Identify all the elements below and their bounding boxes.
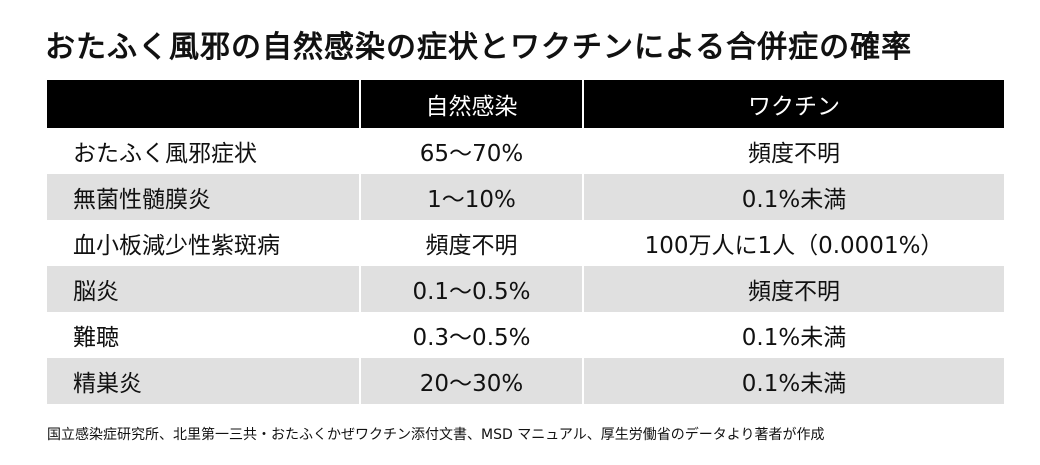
- cell-vaccine: 0.1%未満: [582, 312, 1004, 358]
- cell-natural-infection: 65〜70%: [359, 128, 583, 174]
- cell-vaccine: 0.1%未満: [582, 174, 1004, 220]
- table-row: 無菌性髄膜炎 1〜10% 0.1%未満: [47, 174, 1004, 220]
- header-cell-blank: [47, 80, 360, 128]
- table-row: 精巣炎 20〜30% 0.1%未満: [47, 358, 1004, 404]
- cell-natural-infection: 20〜30%: [359, 358, 583, 404]
- comparison-table: 自然感染 ワクチン おたふく風邪症状 65〜70% 頻度不明 無菌性髄膜炎 1〜…: [47, 80, 1004, 404]
- row-label: 脳炎: [47, 266, 360, 312]
- row-label: 無菌性髄膜炎: [47, 174, 360, 220]
- cell-vaccine: 100万人に1人（0.0001%）: [582, 220, 1004, 266]
- source-note: 国立感染症研究所、北里第一三共・おたふくかぜワクチン添付文書、MSD マニュアル…: [47, 427, 825, 443]
- row-label: 精巣炎: [47, 358, 360, 404]
- row-label: 難聴: [73, 325, 119, 351]
- table-row: おたふく風邪症状 65〜70% 頻度不明: [47, 128, 1004, 174]
- table-row: 脳炎 0.1〜0.5% 頻度不明: [47, 266, 1004, 312]
- page-title: おたふく風邪の自然感染の症状とワクチンによる合併症の確率: [45, 30, 913, 65]
- cell-natural-infection: 1〜10%: [359, 174, 583, 220]
- header-cell-vaccine: ワクチン: [582, 80, 1004, 128]
- row-label: 血小板減少性紫斑病: [73, 233, 280, 259]
- table-header-row: 自然感染 ワクチン: [47, 80, 1004, 128]
- cell-vaccine: 頻度不明: [582, 266, 1004, 312]
- row-label: おたふく風邪症状: [73, 141, 257, 167]
- cell-vaccine: 0.1%未満: [582, 358, 1004, 404]
- cell-natural-infection: 0.1〜0.5%: [359, 266, 583, 312]
- table-row: 血小板減少性紫斑病 頻度不明 100万人に1人（0.0001%）: [47, 220, 1004, 266]
- cell-natural-infection: 0.3〜0.5%: [359, 312, 583, 358]
- table-row: 難聴 0.3〜0.5% 0.1%未満: [47, 312, 1004, 358]
- cell-natural-infection: 頻度不明: [359, 220, 583, 266]
- header-cell-natural-infection: 自然感染: [359, 80, 583, 128]
- cell-vaccine: 頻度不明: [582, 128, 1004, 174]
